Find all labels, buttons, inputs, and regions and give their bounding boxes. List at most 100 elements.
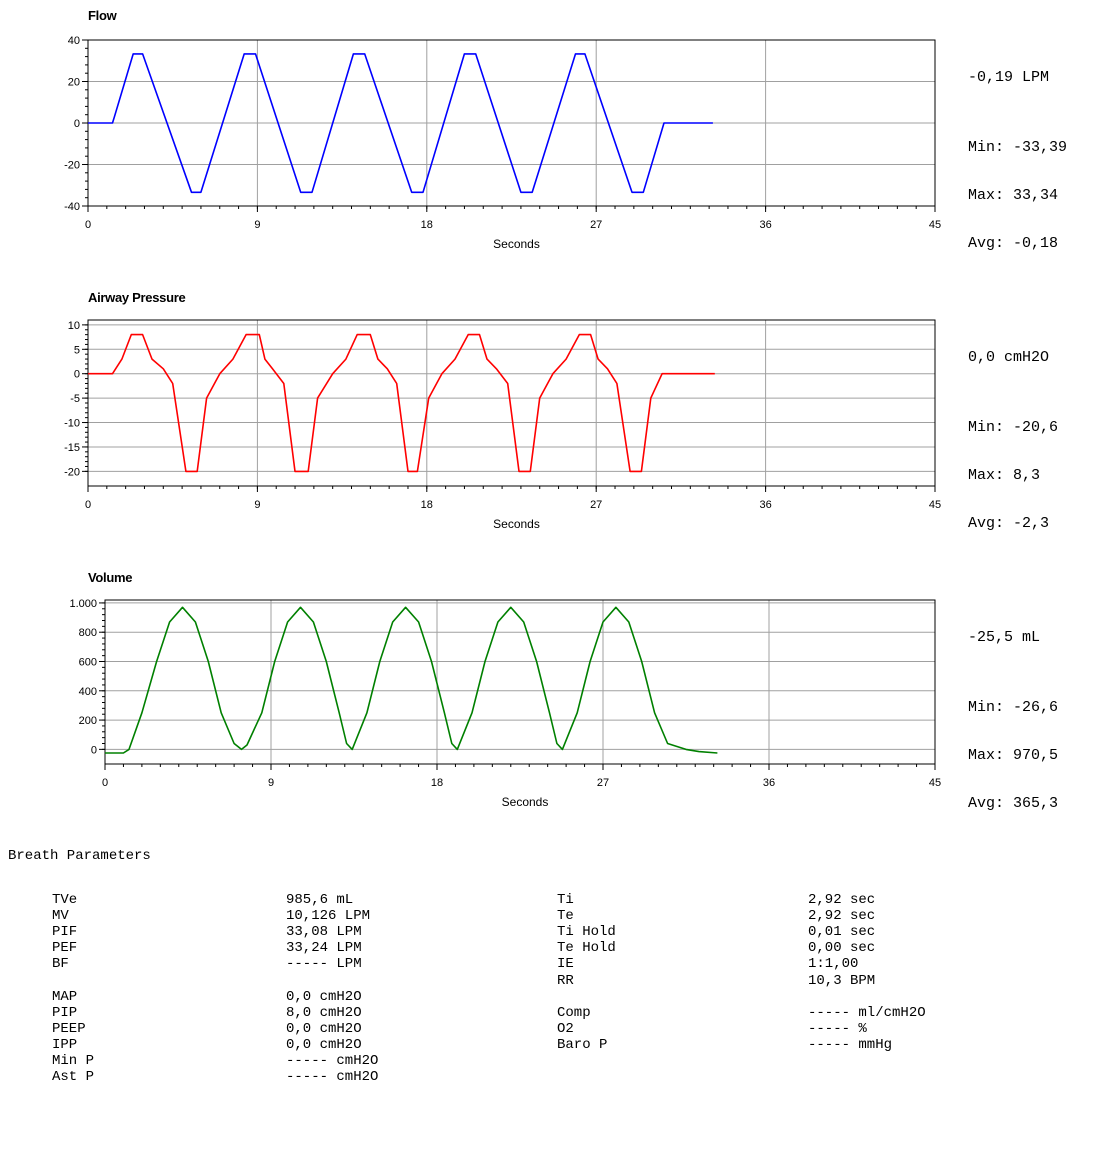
flow-x-tick-label: 18 [421,219,433,231]
pressure-y-tick-label: -15 [64,442,80,454]
flow-min: Min: -33,39 [968,139,1068,156]
pressure-x-tick-label: 18 [421,499,433,511]
flow-readout: -0,19 LPM Min: -33,39 Max: 33,34 Avg: -0… [968,38,1067,268]
volume-avg: Avg: 365,3 [968,795,1059,812]
pressure-plot-frame [87,319,936,487]
param-label: O2 [557,1020,574,1037]
param-label: Te Hold [557,940,616,957]
pressure-y-tick-label: -20 [64,466,80,478]
flow-current-value: -0,19 LPM [968,69,1050,86]
volume-max: Max: 970,5 [968,747,1059,764]
pressure-current-value: 0,0 cmH2O [968,349,1050,366]
volume-readout: -25,5 mL Min: -26,6 Max: 970,5 Avg: 365,… [968,598,1058,828]
volume-chart: 1.000 800 600 400 200 0 0 9 18 27 36 45 Seconds [69,598,941,809]
param-label: Ti [557,892,574,908]
flow-y-tick-label: -20 [64,160,80,172]
pressure-x-tick-label: 9 [254,499,260,511]
param-label: RR [557,972,574,989]
pressure-y-tick-label: 5 [74,344,80,356]
breath-parameters-title: Breath Parameters [8,848,151,864]
param-label: PIF [52,924,78,941]
param-value: 2,92 sec [808,892,876,908]
volume-y-tick-label: 600 [79,657,97,669]
param-label: BF [52,956,69,973]
pressure-y-tick-label: -5 [70,393,80,405]
flow-x-tick-label: 45 [929,219,941,231]
param-value: 985,6 mL [286,892,354,908]
flow-y-tick-label: -40 [64,201,80,213]
param-label: PEEP [52,1020,86,1037]
flow-chart: -40 -20 0 20 40 0 9 18 27 36 45 Seconds [64,35,941,251]
flow-avg: Avg: -0,18 [968,235,1059,252]
volume-y-tick-label: 200 [79,715,97,727]
param-value: 33,08 LPM [286,924,362,941]
volume-chart-title: Volume [88,570,133,585]
flow-y-tick-label: 20 [68,77,80,89]
volume-x-tick-label: 9 [268,777,274,789]
param-label: Ti Hold [557,924,616,941]
volume-current-value: -25,5 mL [968,629,1041,646]
pressure-chart-title: Airway Pressure [88,290,186,305]
param-label: IPP [52,1036,78,1053]
param-label: Ast P [52,1069,95,1086]
pressure-y-tick-label: 0 [74,369,80,381]
flow-x-tick-label: 27 [590,219,602,231]
param-value: ----- ml/cmH2O [808,1004,926,1021]
pressure-min: Min: -20,6 [968,419,1059,436]
param-label: Te [557,908,574,925]
flow-chart-title: Flow [88,8,117,23]
volume-y-tick-label: 800 [79,627,97,639]
pressure-max: Max: 8,3 [968,467,1041,484]
flow-series-line [88,53,713,194]
pressure-y-tick-label: 10 [68,320,80,332]
volume-series-line [105,606,718,754]
param-value: ----- % [808,1020,867,1037]
pressure-x-tick-label: 36 [759,499,771,511]
param-label: TVe [52,892,78,908]
param-value: ----- mmHg [808,1036,893,1053]
flow-y-tick-label: 0 [74,118,80,130]
pressure-x-tick-label: 27 [590,499,602,511]
param-label: MV [52,908,69,925]
param-value: ----- LPM [286,956,362,973]
volume-x-axis-label: Seconds [502,795,549,809]
flow-x-axis-label: Seconds [493,237,540,251]
param-value: 2,92 sec [808,908,876,925]
volume-x-tick-label: 18 [431,777,443,789]
param-label: Baro P [557,1036,608,1053]
pressure-y-tick-label: -10 [64,418,80,430]
pressure-x-tick-label: 0 [85,499,91,511]
param-value: 0,0 cmH2O [286,1020,362,1037]
param-label: PIP [52,1004,78,1021]
flow-x-tick-label: 9 [254,219,260,231]
flow-x-tick-label: 0 [85,219,91,231]
volume-x-tick-label: 27 [597,777,609,789]
param-value: 0,0 cmH2O [286,988,362,1005]
param-label: PEF [52,940,78,957]
param-label: Comp [557,1004,591,1021]
param-value: ----- cmH2O [286,1053,379,1069]
param-label: Min P [52,1053,95,1069]
flow-x-tick-label: 36 [759,219,771,231]
param-value: 10,3 BPM [808,972,876,989]
param-value: 33,24 LPM [286,940,362,957]
volume-x-tick-label: 0 [102,777,108,789]
pressure-readout: 0,0 cmH2O Min: -20,6 Max: 8,3 Avg: -2,3 [968,318,1058,548]
param-value: 0,01 sec [808,924,876,941]
param-value: 0,0 cmH2O [286,1036,362,1053]
param-value: 10,126 LPM [286,908,371,925]
pressure-series-line [88,333,715,473]
param-value: 0,00 sec [808,940,876,957]
volume-y-tick-label: 0 [91,744,97,756]
volume-min: Min: -26,6 [968,699,1059,716]
pressure-x-axis-label: Seconds [493,517,540,531]
volume-y-tick-label: 1.000 [69,598,97,610]
pressure-avg: Avg: -2,3 [968,515,1050,532]
volume-y-tick-label: 400 [79,686,97,698]
param-label: MAP [52,988,78,1005]
volume-plot-frame [104,599,936,765]
flow-max: Max: 33,34 [968,187,1059,204]
param-value: 1:1,00 [808,956,859,973]
pressure-x-tick-label: 45 [929,499,941,511]
param-label: IE [557,956,574,973]
